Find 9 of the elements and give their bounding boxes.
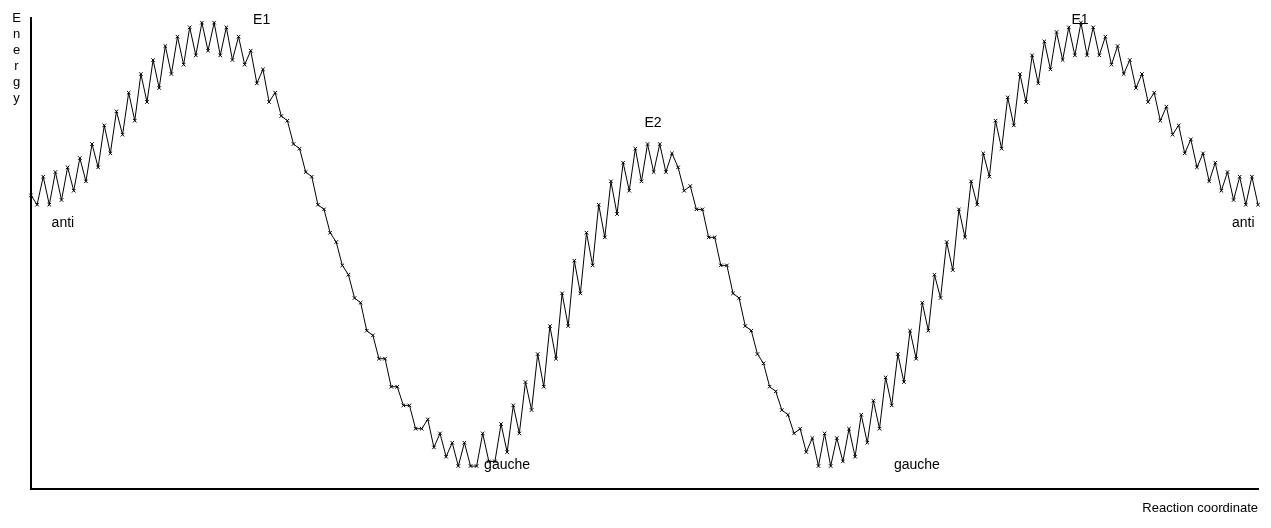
annotation: E1: [1071, 10, 1089, 27]
annotation: gauche: [893, 455, 941, 472]
annotation: E2: [644, 114, 662, 131]
annotation: anti: [51, 214, 75, 231]
annotation: anti: [1231, 214, 1255, 231]
x-axis-title: Reaction coordinate: [1142, 499, 1258, 515]
annotation: E1: [253, 10, 271, 27]
y-axis-title: Energy: [8, 10, 24, 106]
annotation: gauche: [484, 455, 531, 472]
